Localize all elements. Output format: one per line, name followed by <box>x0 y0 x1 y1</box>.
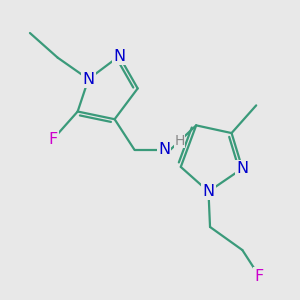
Text: N: N <box>158 142 170 158</box>
Text: H: H <box>175 134 185 148</box>
Text: F: F <box>255 269 264 284</box>
Text: N: N <box>82 72 94 87</box>
Text: N: N <box>236 161 248 176</box>
Text: F: F <box>48 132 58 147</box>
Text: N: N <box>202 184 214 199</box>
Text: N: N <box>113 49 125 64</box>
